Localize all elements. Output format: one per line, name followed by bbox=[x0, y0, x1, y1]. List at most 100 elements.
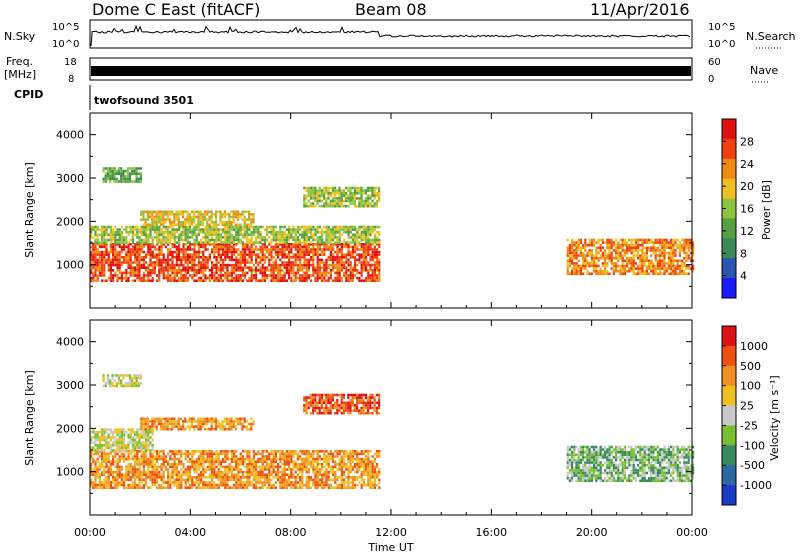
data-cell bbox=[171, 266, 174, 269]
data-cell bbox=[92, 248, 95, 251]
data-cell bbox=[590, 254, 593, 257]
data-cell bbox=[222, 241, 225, 244]
data-cell bbox=[347, 189, 350, 192]
data-cell bbox=[200, 261, 203, 264]
data-cell bbox=[219, 210, 222, 214]
data-cell bbox=[299, 225, 302, 229]
data-cell bbox=[316, 470, 319, 474]
data-cell bbox=[136, 236, 139, 239]
data-cell bbox=[252, 457, 255, 461]
data-cell bbox=[654, 264, 657, 268]
data-cell bbox=[661, 243, 664, 247]
data-cell bbox=[314, 266, 317, 269]
data-cell bbox=[184, 266, 187, 269]
data-cell bbox=[96, 250, 99, 254]
data-cell bbox=[255, 225, 258, 229]
data-cell bbox=[233, 486, 236, 489]
data-cell bbox=[109, 463, 112, 466]
data-cell bbox=[296, 463, 299, 466]
data-cell bbox=[103, 253, 106, 256]
data-cell bbox=[325, 225, 328, 229]
data-cell bbox=[131, 233, 134, 237]
data-cell bbox=[134, 271, 137, 275]
data-cell bbox=[362, 269, 365, 272]
data-cell bbox=[200, 473, 203, 476]
data-cell bbox=[277, 233, 280, 237]
data-cell bbox=[109, 241, 112, 244]
data-cell bbox=[314, 233, 317, 237]
data-cell bbox=[228, 258, 231, 262]
data-cell bbox=[575, 246, 578, 250]
data-cell bbox=[142, 460, 145, 463]
data-cell bbox=[349, 455, 352, 458]
data-cell bbox=[332, 256, 335, 259]
data-cell bbox=[217, 250, 220, 254]
data-cell bbox=[137, 167, 140, 170]
data-cell bbox=[107, 468, 110, 471]
data-cell bbox=[290, 261, 293, 264]
data-cell bbox=[643, 264, 646, 268]
data-cell bbox=[274, 460, 277, 463]
data-cell bbox=[105, 478, 108, 482]
data-cell bbox=[138, 263, 141, 267]
data-cell bbox=[219, 476, 222, 479]
data-cell bbox=[118, 258, 121, 262]
data-cell bbox=[566, 246, 569, 250]
data-cell bbox=[283, 486, 286, 489]
data-cell bbox=[356, 204, 359, 208]
data-cell bbox=[360, 457, 363, 461]
data-cell bbox=[173, 263, 176, 267]
data-cell bbox=[303, 228, 306, 231]
data-cell bbox=[213, 243, 216, 246]
data-cell bbox=[650, 241, 653, 244]
data-cell bbox=[190, 210, 193, 214]
data-cell bbox=[358, 465, 361, 469]
data-cell bbox=[376, 274, 379, 277]
data-cell bbox=[336, 468, 339, 471]
data-cell bbox=[354, 478, 357, 482]
data-cell bbox=[180, 238, 183, 242]
data-cell bbox=[272, 236, 275, 239]
data-cell bbox=[118, 455, 121, 458]
colorbar-segment bbox=[722, 238, 736, 259]
data-cell bbox=[213, 476, 216, 479]
data-cell bbox=[186, 213, 189, 216]
data-cell bbox=[279, 269, 282, 272]
data-cell bbox=[171, 243, 174, 246]
data-cell bbox=[173, 228, 176, 231]
data-cell bbox=[573, 264, 576, 268]
data-cell bbox=[378, 197, 381, 200]
data-cell bbox=[162, 218, 165, 221]
colorbar-tick-label: 24 bbox=[740, 158, 754, 171]
data-cell bbox=[127, 463, 130, 466]
data-cell bbox=[270, 276, 273, 280]
data-cell bbox=[200, 470, 203, 474]
data-cell bbox=[362, 460, 365, 463]
data-cell bbox=[586, 264, 589, 268]
data-cell bbox=[204, 279, 207, 282]
data-cell bbox=[140, 473, 143, 476]
data-cell bbox=[226, 468, 229, 471]
data-cell bbox=[131, 476, 134, 479]
data-cell bbox=[92, 225, 95, 229]
data-cell bbox=[283, 233, 286, 237]
data-cell bbox=[305, 269, 308, 272]
data-cell bbox=[116, 230, 119, 234]
data-cell bbox=[661, 246, 664, 250]
data-cell bbox=[376, 266, 379, 269]
data-cell bbox=[606, 243, 609, 247]
data-cell bbox=[116, 470, 119, 474]
data-cell bbox=[237, 230, 240, 234]
data-cell bbox=[178, 238, 181, 242]
data-cell bbox=[230, 263, 233, 267]
data-cell bbox=[595, 262, 598, 265]
data-cell bbox=[173, 470, 176, 474]
data-cell bbox=[329, 455, 332, 458]
data-cell bbox=[230, 228, 233, 231]
data-cell bbox=[134, 465, 137, 469]
data-cell bbox=[131, 225, 134, 229]
data-cell bbox=[360, 263, 363, 267]
data-cell bbox=[156, 481, 159, 484]
data-cell bbox=[281, 468, 284, 471]
data-cell bbox=[571, 254, 574, 257]
